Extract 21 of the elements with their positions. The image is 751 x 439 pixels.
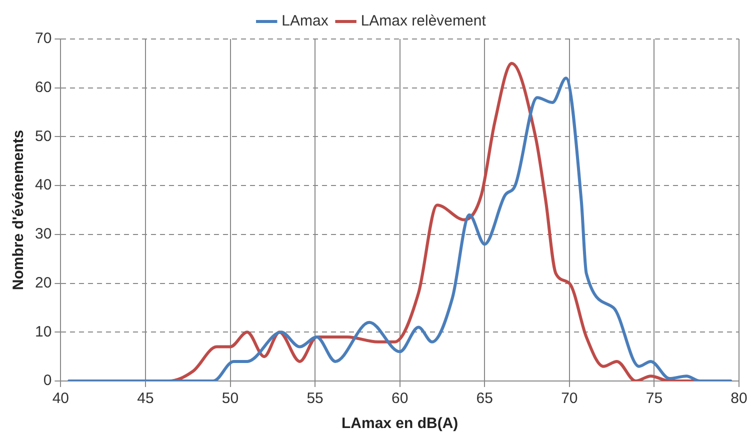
legend-label: LAmax relèvement xyxy=(360,12,487,30)
x-tick-label: 65 xyxy=(476,390,493,408)
y-tick-label: 60 xyxy=(34,79,52,96)
x-tick-label: 40 xyxy=(52,390,70,408)
y-axis-title: Nombre d'événements xyxy=(10,130,28,290)
y-tick-label: 30 xyxy=(34,226,52,243)
x-tick-label: 70 xyxy=(561,390,578,408)
y-tick-label: 0 xyxy=(43,372,52,390)
legend-label: LAmax xyxy=(282,12,329,30)
x-tick-label: 55 xyxy=(306,390,324,408)
y-tick-label: 50 xyxy=(34,128,52,145)
x-tick-label: 50 xyxy=(222,390,239,408)
x-tick-label: 45 xyxy=(137,390,154,408)
x-tick-label: 80 xyxy=(730,390,748,408)
x-axis-title: LAmax en dB(A) xyxy=(342,415,458,432)
y-tick-label: 20 xyxy=(34,274,52,292)
x-tick-label: 60 xyxy=(392,390,408,408)
y-tick-label: 40 xyxy=(34,176,52,194)
y-tick-label: 10 xyxy=(34,323,52,340)
y-tick-label: 70 xyxy=(34,30,52,48)
x-tick-label: 75 xyxy=(646,390,663,408)
